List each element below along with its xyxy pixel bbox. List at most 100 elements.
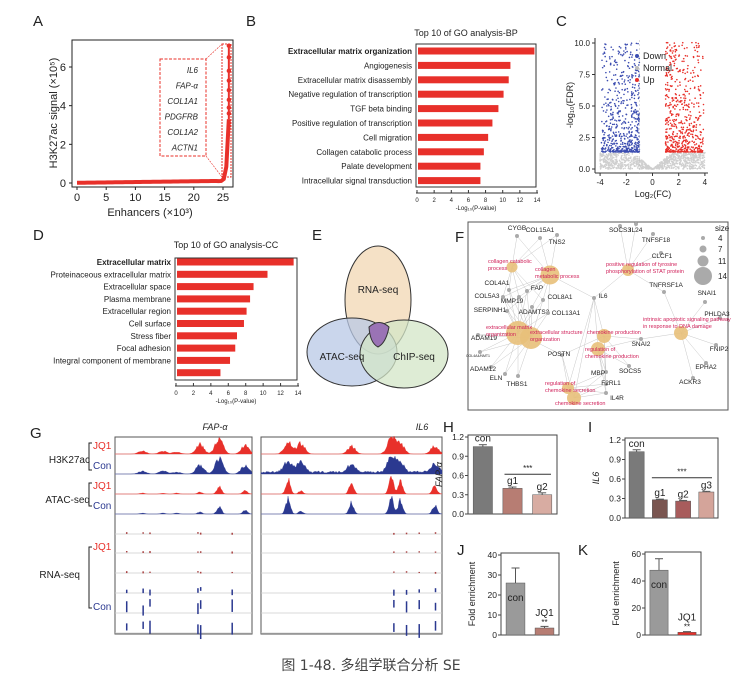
- up-point: [694, 97, 696, 100]
- down-point: [627, 127, 630, 130]
- up-point: [676, 78, 678, 81]
- rna-signal-bar: [231, 532, 233, 535]
- normal-point: [675, 161, 677, 163]
- normal-point: [616, 167, 618, 170]
- normal-point: [680, 163, 683, 166]
- down-point: [634, 108, 637, 111]
- down-point: [618, 119, 620, 122]
- gene-node: [555, 233, 559, 237]
- normal-point: [646, 167, 649, 170]
- network-edge: [567, 297, 595, 389]
- term-label: metabolic process: [535, 274, 580, 280]
- gene-label: IL6: [598, 293, 607, 300]
- y-tick-label: 40: [488, 550, 498, 560]
- gene-node: [634, 222, 638, 226]
- down-point: [634, 89, 637, 92]
- up-point: [674, 59, 677, 61]
- up-point: [687, 105, 690, 108]
- down-point: [614, 74, 617, 76]
- legend-marker: [635, 78, 639, 82]
- up-point: [688, 132, 690, 134]
- up-point: [683, 135, 686, 137]
- panel-label-g: G: [30, 425, 42, 442]
- up-point: [665, 72, 668, 74]
- down-point: [635, 117, 637, 120]
- down-point: [613, 102, 616, 105]
- normal-point: [647, 165, 650, 167]
- down-point: [623, 127, 625, 130]
- down-point: [604, 43, 607, 46]
- up-point: [685, 118, 687, 121]
- normal-point: [677, 155, 680, 158]
- x-tick-label: 0: [415, 198, 419, 204]
- up-point: [678, 142, 680, 144]
- rna-signal-bar: [142, 532, 144, 534]
- panel-i-il6-bar: 0.0 0.3 0.6 0.9 1.2 IL6 con g1 g2 g3 ***: [591, 435, 719, 523]
- up-point: [695, 150, 697, 153]
- down-point: [601, 106, 603, 109]
- up-point: [684, 104, 686, 107]
- up-point: [684, 54, 687, 57]
- gene-label: TNFSF18: [642, 237, 671, 244]
- up-point: [685, 130, 688, 133]
- rna-signal-bar: [393, 571, 395, 573]
- normal-point: [658, 168, 661, 170]
- down-point: [604, 96, 606, 98]
- down-point: [629, 124, 632, 126]
- up-point: [668, 128, 671, 130]
- y-tick-label: 0.6: [452, 471, 464, 481]
- down-point: [606, 143, 608, 146]
- up-point: [694, 66, 696, 69]
- normal-point: [614, 161, 616, 164]
- down-point: [603, 46, 606, 49]
- down-point: [638, 61, 641, 64]
- down-point: [601, 120, 603, 123]
- down-point: [609, 136, 612, 139]
- down-point: [637, 42, 639, 45]
- up-point: [677, 114, 680, 117]
- normal-point: [635, 165, 637, 167]
- up-point: [675, 113, 678, 116]
- up-point: [694, 143, 696, 146]
- down-point: [621, 74, 624, 77]
- normal-point: [703, 156, 706, 159]
- term-node: [674, 326, 688, 340]
- y-tick-label: 5.0: [579, 102, 591, 111]
- normal-point: [699, 157, 702, 159]
- down-point: [634, 142, 636, 145]
- normal-point: [692, 161, 695, 164]
- down-point: [634, 136, 637, 139]
- network-edge: [627, 223, 637, 271]
- bar: [418, 148, 484, 156]
- normal-point: [619, 160, 621, 163]
- down-point: [634, 72, 637, 74]
- down-point: [615, 126, 618, 128]
- x-tick-label: 8: [244, 391, 248, 397]
- rna-signal-bar: [199, 532, 202, 535]
- term-node: [622, 264, 634, 276]
- down-point: [601, 146, 604, 149]
- rna-signal-bar: [405, 571, 408, 573]
- normal-point: [681, 154, 683, 157]
- down-point: [618, 145, 621, 148]
- down-point: [605, 102, 607, 104]
- normal-point: [625, 157, 627, 159]
- up-point: [686, 90, 689, 93]
- up-point: [690, 122, 693, 125]
- normal-point: [657, 165, 660, 167]
- down-point: [626, 99, 628, 101]
- normal-point: [636, 167, 639, 169]
- x-tick-label: 0: [74, 192, 80, 204]
- normal-point: [663, 164, 665, 167]
- up-point: [693, 87, 696, 89]
- down-point: [624, 107, 627, 109]
- up-point: [666, 117, 668, 120]
- down-point: [626, 43, 629, 46]
- down-point: [631, 65, 634, 68]
- normal-point: [680, 157, 683, 159]
- up-point: [695, 129, 698, 131]
- down-point: [626, 74, 628, 77]
- gene-label: IL6: [187, 66, 199, 75]
- panel-label-h: H: [443, 419, 454, 436]
- normal-point: [601, 154, 604, 156]
